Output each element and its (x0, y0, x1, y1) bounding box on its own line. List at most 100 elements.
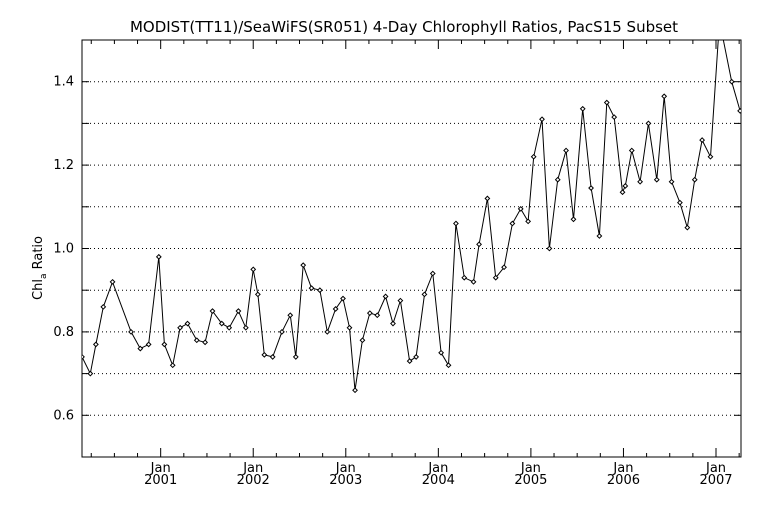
grid-layer (82, 81, 741, 416)
data-point (611, 114, 618, 121)
x-tick-year-label: 2006 (607, 473, 640, 488)
data-point (546, 245, 553, 252)
plot-frame (81, 39, 742, 458)
data-point (209, 308, 216, 314)
data-point (366, 310, 373, 317)
data-point (619, 189, 626, 196)
data-point (128, 328, 134, 335)
data-point (137, 345, 144, 352)
data-point (588, 185, 594, 191)
data-point (193, 337, 200, 344)
data-point (596, 233, 603, 239)
data-point (628, 147, 635, 154)
x-tick-month-label: Jan (427, 461, 448, 476)
x-tick-year-label: 2003 (329, 473, 362, 488)
series-line (82, 40, 741, 391)
data-point (728, 78, 735, 85)
data-point (476, 241, 482, 248)
data-point (707, 153, 714, 160)
data-point (453, 220, 459, 227)
x-tick-year-label: 2007 (699, 473, 732, 488)
data-point (525, 218, 532, 225)
data-point (340, 295, 346, 302)
data-point (254, 291, 261, 298)
x-tick-month-label: Jan (335, 461, 356, 476)
data-point (226, 324, 233, 331)
data-point (677, 199, 683, 206)
data-point (470, 278, 477, 285)
data-point (699, 137, 706, 143)
data-point (177, 324, 184, 331)
data-point (539, 116, 545, 123)
data-point (579, 105, 586, 112)
data-point (308, 285, 315, 292)
x-tick-month-label: Jan (150, 461, 171, 476)
x-tick-month-label: Jan (520, 461, 541, 476)
data-point (645, 120, 652, 127)
data-point (332, 306, 339, 312)
x-tick-year-label: 2002 (237, 473, 270, 488)
data-point (374, 312, 381, 319)
data-point (390, 320, 396, 327)
data-point (421, 291, 428, 298)
data-point (661, 93, 668, 100)
data-point (92, 341, 99, 348)
x-tick-month-label: Jan (242, 461, 263, 476)
data-point (637, 178, 644, 185)
data-point (653, 176, 660, 183)
y-tick-label: 1.4 (53, 75, 74, 90)
data-point (324, 328, 331, 335)
data-point (691, 176, 698, 183)
data-point (406, 358, 413, 364)
data-point (352, 387, 358, 394)
x-tick-year-label: 2001 (144, 473, 177, 488)
y-axis-label-rest: Ratio (31, 236, 46, 274)
data-point (279, 328, 285, 335)
y-axis-label: Chla Ratio (31, 236, 49, 300)
data-point (359, 337, 366, 344)
data-point (87, 370, 94, 377)
data-point (720, 34, 724, 38)
data-point (287, 312, 294, 319)
data-point (413, 354, 420, 360)
x-tick-year-label: 2005 (514, 473, 547, 488)
data-point (202, 339, 209, 346)
data-point (429, 270, 436, 277)
data-point (737, 107, 741, 114)
data-point (109, 278, 116, 285)
chart-title: MODIST(TT11)/SeaWiFS(SR051) 4-Day Chloro… (130, 18, 678, 36)
data-point (668, 178, 675, 185)
data-point (145, 341, 152, 348)
data-point (622, 183, 629, 189)
x-tick-month-label: Jan (612, 461, 633, 476)
data-point (492, 274, 499, 281)
y-tick-label: 0.8 (53, 325, 74, 340)
data-point (292, 354, 299, 360)
data-point (300, 262, 307, 269)
data-point (570, 216, 577, 223)
data-point (684, 224, 691, 231)
data-point (603, 99, 610, 106)
data-point (250, 266, 257, 273)
data-point (445, 362, 452, 369)
y-tick-label: 1.0 (53, 242, 74, 257)
data-point (717, 29, 721, 33)
tick-layer (82, 40, 741, 457)
data-point (501, 264, 507, 271)
data-point (563, 147, 569, 154)
data-point (235, 308, 242, 314)
data-point (169, 362, 176, 369)
data-point (82, 354, 85, 360)
data-point (218, 320, 225, 327)
data-point (100, 303, 107, 310)
series-layer (82, 29, 741, 394)
data-point (269, 354, 276, 360)
y-axis-label-main: Chl (31, 279, 46, 300)
data-point (242, 324, 249, 331)
y-axis-label-subscript: a (39, 274, 49, 280)
data-point (438, 349, 445, 356)
y-tick-label: 0.6 (53, 408, 74, 423)
x-tick-month-label: Jan (705, 461, 726, 476)
data-point (261, 351, 268, 358)
